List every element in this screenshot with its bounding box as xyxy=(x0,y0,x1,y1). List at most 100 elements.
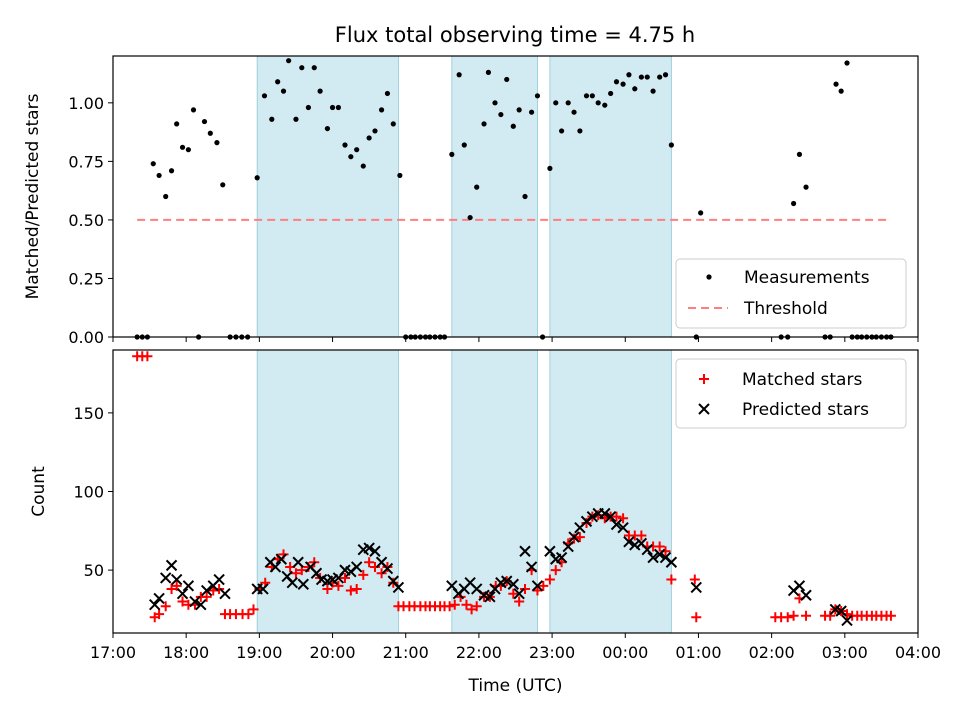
measurement-point xyxy=(638,74,644,80)
predicted-star-point xyxy=(286,576,299,589)
legend-matched-marker xyxy=(699,374,709,384)
matched-star-point xyxy=(885,610,896,621)
matched-star-point xyxy=(666,574,677,585)
legend-predicted-marker xyxy=(698,403,710,415)
measurement-point xyxy=(565,100,571,106)
x-tick-label: 02:00 xyxy=(749,643,795,662)
matched-star-point xyxy=(364,557,375,568)
matched-star-point xyxy=(171,580,182,591)
measurement-point xyxy=(324,125,331,132)
legend-predicted-label: Predicted stars xyxy=(742,400,869,420)
measurement-point xyxy=(838,88,844,94)
predicted-star-point xyxy=(275,553,288,565)
matched-star-point xyxy=(825,610,836,621)
measurement-point xyxy=(589,93,595,99)
bottom-shaded-regions xyxy=(256,349,672,634)
measurement-point xyxy=(833,81,839,87)
measurement-point xyxy=(498,111,504,118)
matched-star-point xyxy=(177,596,188,607)
observing-window-3 xyxy=(549,349,672,634)
matched-star-point xyxy=(461,599,472,610)
measurement-point xyxy=(311,65,317,71)
matched-star-point xyxy=(581,517,592,528)
matched-star-point xyxy=(290,568,301,579)
measurement-point xyxy=(185,147,191,153)
predicted-star-point xyxy=(176,587,189,600)
chart-title: Flux total observing time = 4.75 h xyxy=(335,23,695,47)
matched-star-point xyxy=(333,580,344,591)
top-y-tick-label: 1.00 xyxy=(68,94,104,113)
predicted-star-point xyxy=(604,510,617,523)
measurement-point xyxy=(668,142,674,148)
x-tick-label: 04:00 xyxy=(895,643,941,662)
top-ylabel: Matched/Predicted stars xyxy=(23,93,43,299)
measurement-point xyxy=(571,109,577,115)
measurement-point xyxy=(299,65,305,71)
predicted-star-point xyxy=(835,605,847,617)
predicted-star-point xyxy=(392,581,405,594)
predicted-star-point xyxy=(159,572,172,584)
measurement-point xyxy=(305,104,311,111)
measurement-point xyxy=(384,90,391,97)
measurement-point xyxy=(342,142,348,148)
measurement-point xyxy=(796,151,803,157)
measurement-point xyxy=(214,140,220,146)
matched-star-point xyxy=(691,612,702,623)
matched-star-point xyxy=(618,513,629,524)
observing-window-1 xyxy=(256,55,399,338)
measurement-point xyxy=(220,182,226,188)
top-panel: 0.00 0.25 0.50 0.75 1.00 Matched/Predicted s… xyxy=(23,55,919,347)
matched-star-point xyxy=(801,610,812,621)
legend-matched-label: Matched stars xyxy=(742,370,862,390)
predicted-star-point xyxy=(586,510,599,523)
matched-star-point xyxy=(550,565,561,576)
measurement-point xyxy=(254,175,260,181)
matched-star-point xyxy=(611,511,622,522)
predicted-star-point xyxy=(647,551,659,564)
predicted-star-point xyxy=(568,531,580,543)
measurement-point xyxy=(504,76,510,83)
bottom-axis-ticks: 17:00 18:00 19:00 20:00 21:00 22:00 23:00 00:00… xyxy=(73,404,941,662)
measurement-point xyxy=(559,128,565,134)
measurement-point xyxy=(583,93,590,99)
matched-star-point xyxy=(544,574,555,585)
measurement-point xyxy=(168,168,175,174)
top-y-tick-label: 0.50 xyxy=(68,211,104,230)
predicted-star-point xyxy=(629,539,641,551)
bottom-axes-frame xyxy=(112,349,919,634)
measurement-point xyxy=(492,100,498,106)
matched-star-point xyxy=(248,604,259,615)
matched-star-point xyxy=(538,580,549,591)
measurement-point xyxy=(547,165,553,171)
bottom-y-tick-label: 50 xyxy=(84,561,104,580)
measurement-point xyxy=(317,88,323,94)
matched-star-point xyxy=(243,609,254,620)
predicted-star-point xyxy=(800,589,812,601)
x-tick-label: 22:00 xyxy=(456,643,502,662)
predicted-star-point xyxy=(195,598,207,611)
top-axes-frame xyxy=(112,55,919,338)
measurement-point xyxy=(286,58,292,64)
predicted-star-point xyxy=(544,545,556,557)
matched-star-point xyxy=(636,530,647,541)
predicted-star-point xyxy=(219,587,231,600)
predicted-star-point xyxy=(292,556,304,568)
measurement-point xyxy=(553,100,559,106)
x-tick-label: 19:00 xyxy=(236,643,282,662)
bottom-xlabel: Time (UTC) xyxy=(468,676,563,696)
measurement-point xyxy=(378,107,385,113)
measurement-point xyxy=(280,88,287,94)
predicted-star-point xyxy=(381,562,394,575)
predicted-star-point xyxy=(501,575,513,587)
measurement-point xyxy=(467,214,473,221)
measurement-point xyxy=(390,121,396,127)
measurement-point xyxy=(456,72,462,78)
measurement-point xyxy=(844,60,850,66)
predicted-star-point xyxy=(350,561,363,573)
matched-star-point xyxy=(520,583,531,594)
matched-star-point xyxy=(351,583,362,594)
measurement-point xyxy=(510,123,516,129)
predicted-star-point xyxy=(531,580,544,592)
predicted-star-point xyxy=(562,540,574,553)
measurement-point xyxy=(275,79,281,85)
